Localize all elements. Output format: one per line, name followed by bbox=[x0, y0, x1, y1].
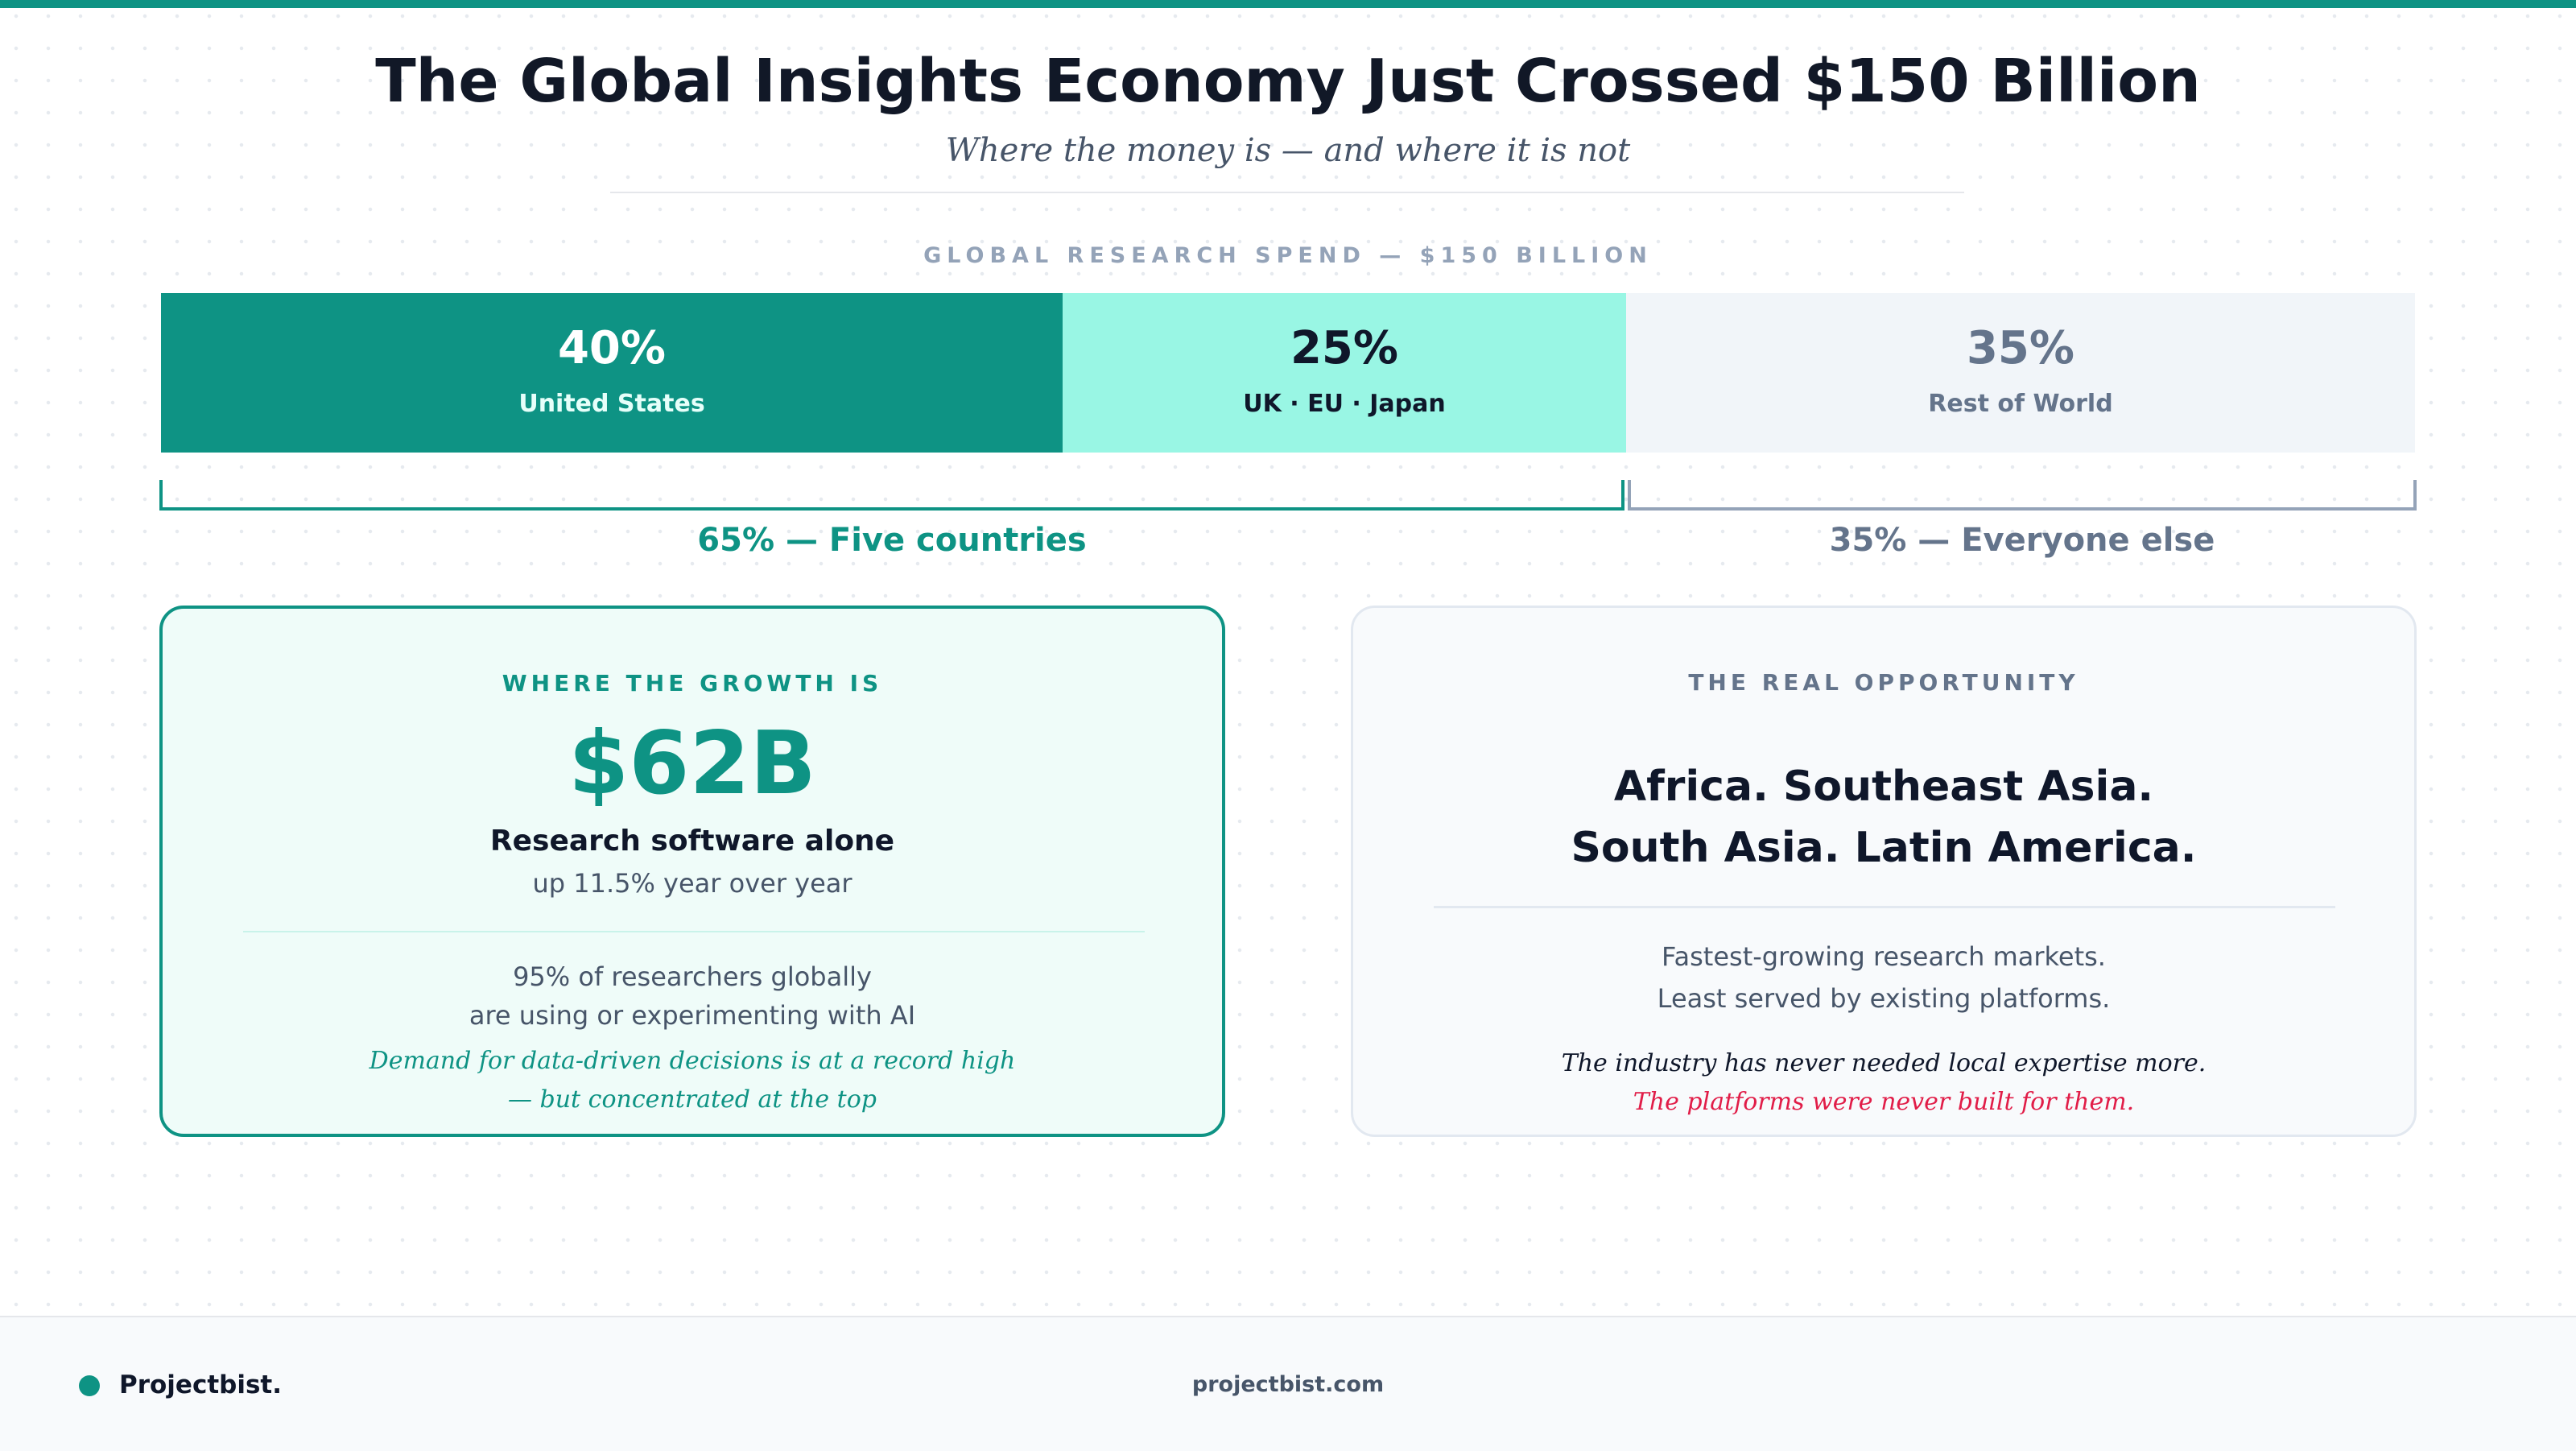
opportunity-desc-line-2: Least served by existing platforms. bbox=[1657, 983, 2111, 1014]
footer: Projectbist. projectbist.com bbox=[0, 1316, 2576, 1451]
brand-dot-icon bbox=[79, 1375, 100, 1396]
bracket-label-everyone-else: 35% — Everyone else bbox=[1829, 522, 2215, 559]
growth-note-line-2: — but concentrated at the top bbox=[507, 1085, 877, 1114]
segment-uk-eu-japan: 25% UK · EU · Japan bbox=[1063, 293, 1626, 453]
growth-stat-line-2: are using or experimenting with AI bbox=[469, 1000, 916, 1031]
opportunity-card: THE REAL OPPORTUNITY Africa. Southeast A… bbox=[1351, 606, 2417, 1137]
segment-rest-of-world: 35% Rest of World bbox=[1626, 293, 2415, 453]
growth-stat-line-1: 95% of researchers globally bbox=[513, 961, 872, 992]
opportunity-regions-line-2: South Asia. Latin America. bbox=[1571, 824, 2197, 872]
opportunity-quote-line-1: The industry has never needed local expe… bbox=[1561, 1049, 2207, 1077]
opportunity-desc-line-1: Fastest-growing research markets. bbox=[1662, 941, 2106, 972]
spend-bar-label: GLOBAL RESEARCH SPEND — $150 BILLION bbox=[923, 243, 1653, 268]
opportunity-card-divider bbox=[1434, 906, 2335, 908]
growth-big-label: Research software alone bbox=[489, 825, 895, 858]
growth-big-number: $62B bbox=[568, 713, 816, 814]
header-divider bbox=[610, 192, 1964, 193]
top-accent-bar bbox=[0, 0, 2576, 8]
opportunity-quote-line-2: The platforms were never built for them. bbox=[1633, 1088, 2135, 1116]
bracket-five-countries bbox=[159, 480, 1624, 511]
brand-name: Projectbist. bbox=[119, 1370, 283, 1399]
segment-name: UK · EU · Japan bbox=[1243, 390, 1446, 418]
opportunity-regions-line-1: Africa. Southeast Asia. bbox=[1613, 763, 2154, 811]
page-subtitle: Where the money is — and where it is not bbox=[945, 132, 1631, 169]
bracket-everyone-else bbox=[1628, 480, 2417, 511]
bracket-label-five-countries: 65% — Five countries bbox=[697, 522, 1087, 559]
growth-rate: up 11.5% year over year bbox=[532, 868, 852, 899]
page-title: The Global Insights Economy Just Crossed… bbox=[375, 47, 2201, 116]
segment-name: United States bbox=[518, 390, 705, 418]
segment-percent: 40% bbox=[557, 322, 667, 374]
footer-site-link[interactable]: projectbist.com bbox=[1191, 1372, 1385, 1397]
opportunity-card-kicker: THE REAL OPPORTUNITY bbox=[1688, 669, 2079, 696]
growth-note-line-1: Demand for data-driven decisions is at a… bbox=[369, 1047, 1016, 1075]
segment-name: Rest of World bbox=[1928, 390, 2113, 418]
growth-card-kicker: WHERE THE GROWTH IS bbox=[502, 670, 883, 697]
segment-percent: 35% bbox=[1966, 322, 2075, 374]
growth-card: WHERE THE GROWTH IS $62B Research softwa… bbox=[159, 606, 1225, 1137]
segment-percent: 25% bbox=[1290, 322, 1399, 374]
growth-card-divider bbox=[243, 931, 1145, 932]
segment-united-states: 40% United States bbox=[161, 293, 1063, 453]
